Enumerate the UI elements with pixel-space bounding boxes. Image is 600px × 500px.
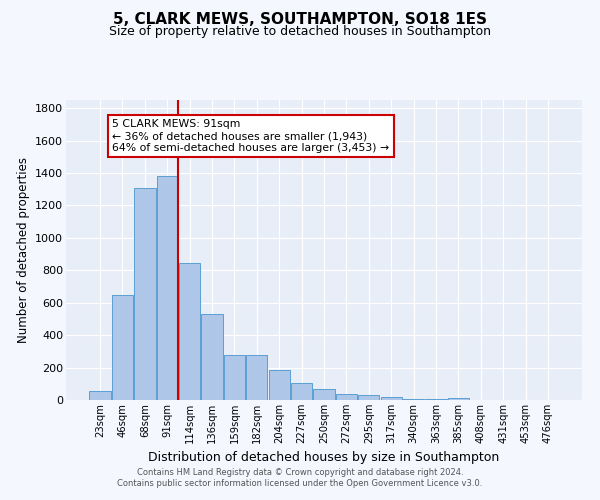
Bar [224, 356, 245, 400]
Bar [403, 399, 424, 400]
Text: Contains HM Land Registry data © Crown copyright and database right 2024.
Contai: Contains HM Land Registry data © Crown c… [118, 468, 482, 487]
Y-axis label: Number of detached properties: Number of detached properties [17, 157, 29, 343]
Bar [358, 395, 379, 400]
X-axis label: Distribution of detached houses by size in Southampton: Distribution of detached houses by size … [148, 452, 500, 464]
Bar [134, 188, 155, 400]
Bar [112, 295, 133, 400]
Bar [269, 370, 290, 400]
Bar [336, 394, 357, 400]
Bar [89, 391, 111, 400]
Bar [291, 383, 312, 400]
Bar [246, 356, 268, 400]
Bar [202, 314, 223, 400]
Bar [157, 176, 178, 400]
Text: 5, CLARK MEWS, SOUTHAMPTON, SO18 1ES: 5, CLARK MEWS, SOUTHAMPTON, SO18 1ES [113, 12, 487, 28]
Bar [380, 397, 402, 400]
Bar [179, 263, 200, 400]
Bar [448, 398, 469, 400]
Bar [313, 390, 335, 400]
Text: Size of property relative to detached houses in Southampton: Size of property relative to detached ho… [109, 25, 491, 38]
Text: 5 CLARK MEWS: 91sqm
← 36% of detached houses are smaller (1,943)
64% of semi-det: 5 CLARK MEWS: 91sqm ← 36% of detached ho… [112, 120, 389, 152]
Bar [425, 399, 446, 400]
